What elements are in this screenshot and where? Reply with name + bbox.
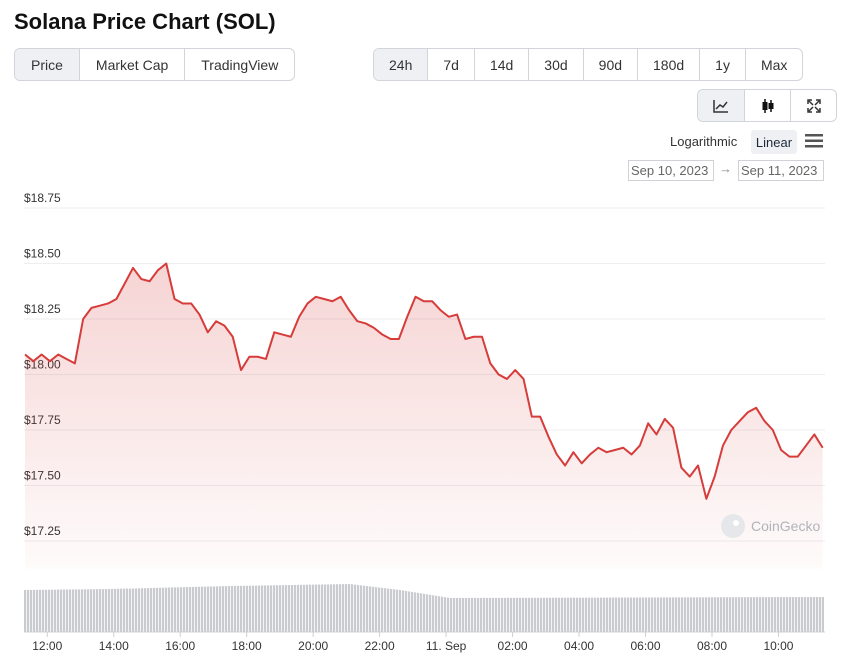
x-tick-label: 14:00 (99, 639, 129, 653)
x-tick-label: 18:00 (232, 639, 262, 653)
line-icon (713, 99, 728, 113)
volume-band (24, 584, 824, 632)
y-tick-label: $18.50 (24, 247, 61, 261)
range-button[interactable]: 7d (427, 49, 474, 80)
range-button[interactable]: 180d (637, 49, 699, 80)
date-to[interactable]: Sep 11, 2023 (738, 160, 824, 181)
page-title: Solana Price Chart (SOL) (14, 9, 276, 34)
log-scale-option[interactable]: Logarithmic (670, 134, 738, 149)
x-tick-label: 02:00 (498, 639, 528, 653)
x-tick-label: 12:00 (32, 639, 62, 653)
candle-chart-button[interactable] (744, 90, 790, 121)
x-tick-label: 06:00 (631, 639, 661, 653)
line-chart-button[interactable] (698, 90, 744, 121)
x-tick-label: 11. Sep (426, 639, 467, 653)
chart-tabs: Price Market Cap TradingView (14, 48, 296, 81)
range-button[interactable]: 1y (699, 49, 745, 80)
range-button[interactable]: Max (744, 49, 802, 80)
date-arrow: → (719, 161, 732, 176)
range-button[interactable]: 24h (374, 49, 428, 80)
x-tick-label: 20:00 (298, 639, 328, 653)
chart-tab[interactable]: Market Cap (78, 49, 184, 80)
watermark-text: CoinGecko (751, 518, 820, 534)
range-button[interactable]: 14d (473, 49, 528, 80)
fullscreen-icon (806, 98, 821, 113)
menu-button[interactable] (805, 134, 823, 148)
x-tick-label: 10:00 (763, 639, 793, 653)
y-tick-label: $18.25 (24, 302, 61, 316)
x-tick-label: 08:00 (697, 639, 727, 653)
chart-tab[interactable]: Price (15, 49, 79, 80)
x-tick-label: 22:00 (365, 639, 395, 653)
date-from[interactable]: Sep 10, 2023 (628, 160, 714, 181)
price-area (24, 263, 823, 569)
watermark: CoinGecko (721, 514, 820, 538)
range-button[interactable]: 90d (582, 49, 637, 80)
chart-style-buttons (697, 89, 837, 122)
range-button[interactable]: 30d (528, 49, 582, 80)
price-line (24, 262, 824, 500)
x-tick-label: 04:00 (564, 639, 594, 653)
chart-tab[interactable]: TradingView (184, 49, 294, 80)
fullscreen-button[interactable] (790, 90, 836, 121)
candle-icon (762, 98, 773, 113)
y-tick-label: $18.75 (24, 191, 61, 205)
range-buttons: 24h 7d 14d 30d 90d 180d 1y Max (373, 48, 804, 81)
x-tick-label: 16:00 (165, 639, 195, 653)
linear-scale-option[interactable]: Linear (751, 130, 797, 154)
